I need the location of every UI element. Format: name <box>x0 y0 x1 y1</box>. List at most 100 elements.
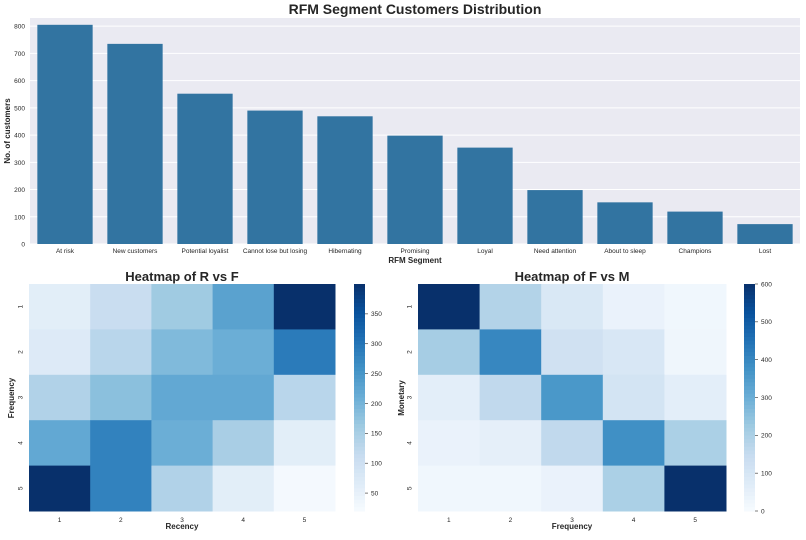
colorbar-segment <box>354 363 365 368</box>
heatmap-cell <box>479 465 542 512</box>
bar-x-tick-label: Champions <box>679 248 713 255</box>
bar <box>247 110 303 245</box>
heatmap-cell <box>418 374 481 421</box>
colorbar-segment <box>744 458 755 463</box>
colorbar-segment <box>744 382 755 387</box>
colorbar-segment <box>354 484 365 489</box>
colorbar-segment <box>744 348 755 353</box>
heatmap-f-vs-m-colorbar: 0 100 200 300 400 500 600 <box>744 281 772 515</box>
heatmap-cell <box>418 329 481 376</box>
colorbar-segment <box>744 355 755 361</box>
heatmap-cell <box>151 374 214 421</box>
heatmap-cell <box>479 284 542 330</box>
bar-y-tick-label: 800 <box>14 24 25 31</box>
colorbar-segment <box>744 302 755 308</box>
colorbar-tick-label: 250 <box>371 371 382 378</box>
heatmap-x-tick-label: 5 <box>693 517 697 524</box>
bar-y-tick-label: 400 <box>14 133 25 140</box>
bar-chart-title: RFM Segment Customers Distribution <box>289 1 542 17</box>
heatmap-cell <box>29 284 91 330</box>
colorbar-segment <box>744 480 755 486</box>
colorbar-segment <box>354 299 365 304</box>
colorbar-segment <box>354 412 365 417</box>
heatmap-cell <box>602 284 665 330</box>
colorbar-segment <box>744 363 755 368</box>
heatmap-cell <box>273 284 336 330</box>
bar-x-tick-label: Potential loyalist <box>182 248 229 255</box>
colorbar-segment <box>744 420 755 425</box>
colorbar-segment <box>744 299 755 304</box>
colorbar-segment <box>744 325 755 330</box>
colorbar-segment <box>354 507 365 512</box>
colorbar-tick-label: 600 <box>761 281 772 288</box>
heatmap-x-tick-label: 5 <box>303 517 307 524</box>
colorbar-segment <box>744 291 755 296</box>
heatmap-y-tick-label: 4 <box>18 441 25 445</box>
heatmap-cell <box>541 420 604 467</box>
heatmap-r-vs-f-y-ticks: 1 2 3 4 5 <box>18 305 25 491</box>
colorbar-segment <box>354 344 365 349</box>
colorbar-segment <box>744 374 755 380</box>
colorbar-segment <box>744 329 755 334</box>
heatmap-y-tick-label: 2 <box>407 350 414 354</box>
colorbar-segment <box>354 431 365 436</box>
colorbar-segment <box>354 408 365 414</box>
heatmap-f-vs-m-x-ticks: 1 2 3 4 5 <box>447 517 697 524</box>
colorbar-tick-label: 200 <box>371 401 382 408</box>
heatmap-x-tick-label: 2 <box>119 517 123 524</box>
colorbar-segment <box>744 454 755 459</box>
bar-x-tick-label: Hibernating <box>328 248 362 255</box>
heatmap-cell <box>273 329 336 376</box>
colorbar-segment <box>354 450 365 455</box>
bar-x-tick-label: Cannot lose but losing <box>243 248 308 255</box>
heatmap-cell <box>602 329 665 376</box>
bar-x-tick-label: At risk <box>56 248 75 255</box>
colorbar-segment <box>354 469 365 474</box>
heatmap-y-tick-label: 1 <box>18 305 25 309</box>
bar-y-tick-label: 600 <box>14 78 25 85</box>
colorbar-segment <box>354 389 365 395</box>
bar-x-tick-label: Promising <box>401 248 430 255</box>
colorbar-segment <box>744 340 755 346</box>
colorbar-segment <box>354 310 365 315</box>
bar-y-tick-label: 100 <box>14 214 25 221</box>
colorbar-segment <box>744 318 755 323</box>
heatmap-y-tick-label: 3 <box>18 395 25 399</box>
heatmap-y-tick-label: 1 <box>407 305 414 309</box>
heatmap-y-tick-label: 4 <box>407 441 414 445</box>
heatmap-f-vs-m: 1 2 3 4 5 1 2 3 4 5 0 100 200 300 400 500 600 Heatmap … <box>397 269 772 531</box>
heatmap-cell <box>212 284 275 330</box>
heatmap-cell <box>212 374 275 421</box>
colorbar-tick-label: 300 <box>371 341 382 348</box>
heatmap-r-vs-f-x-label: Recency <box>166 522 199 531</box>
heatmap-cell <box>602 465 665 512</box>
colorbar-segment <box>354 461 365 467</box>
bar <box>457 147 513 244</box>
colorbar-segment <box>354 333 365 338</box>
colorbar-segment <box>744 446 755 451</box>
bar-x-tick-label: Lost <box>759 248 771 255</box>
colorbar-segment <box>744 371 755 376</box>
heatmap-cell <box>90 329 152 376</box>
heatmap-cell <box>151 284 214 330</box>
bar <box>107 43 163 245</box>
colorbar-segment <box>354 393 365 398</box>
colorbar-tick-label: 200 <box>761 433 772 440</box>
colorbar-segment <box>354 321 365 327</box>
colorbar-tick-label: 500 <box>761 319 772 326</box>
heatmap-cell <box>664 374 727 421</box>
bar-y-tick-label: 0 <box>21 242 25 249</box>
heatmap-cell <box>212 420 275 467</box>
colorbar-tick-label: 400 <box>761 357 772 364</box>
heatmap-y-tick-label: 5 <box>407 486 414 490</box>
colorbar-segment <box>744 461 755 467</box>
colorbar-segment <box>354 488 365 493</box>
colorbar-tick-label: 0 <box>761 508 765 515</box>
bar-chart: 0 100 200 300 400 500 600 700 800 At risk New cus… <box>3 1 800 265</box>
colorbar-segment <box>354 340 365 346</box>
heatmap-f-vs-m-title: Heatmap of F vs M <box>515 269 630 284</box>
colorbar-tick-label: 350 <box>371 311 382 318</box>
bar <box>177 93 233 245</box>
